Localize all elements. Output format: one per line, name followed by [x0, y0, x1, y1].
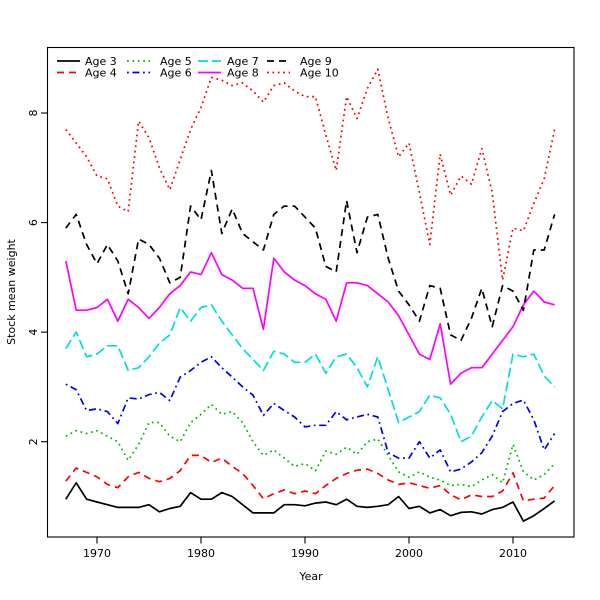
legend-item: Age 10	[267, 66, 339, 79]
y-axis-label: Stock mean weight	[5, 238, 18, 344]
legend-item: Age 8	[198, 66, 259, 79]
x-tick-label: 1970	[83, 547, 111, 560]
line-age-6	[65, 355, 556, 473]
line-age-3	[65, 481, 556, 522]
legend-label: Age 6	[160, 66, 192, 79]
legend-label: Age 9	[300, 55, 332, 68]
y-axis-ticks: 2 4 6 8	[27, 110, 48, 445]
legend-label: Age 8	[227, 66, 259, 79]
y-tick-label: 8	[27, 110, 40, 117]
legend-item: Age 5	[127, 55, 192, 68]
line-age-4	[65, 454, 556, 502]
line-age-9	[65, 169, 556, 342]
x-axis-label: Year	[298, 570, 323, 583]
legend-label: Age 5	[160, 55, 192, 68]
legend-item: Age 9	[267, 55, 332, 68]
y-tick-label: 4	[27, 329, 40, 336]
x-tick-label: 2000	[395, 547, 423, 560]
line-age-7	[65, 303, 556, 443]
legend-label: Age 10	[300, 66, 339, 79]
x-axis-ticks: 1970 1980 1990 2000 2010	[83, 537, 527, 560]
line-age-8	[64, 251, 555, 386]
legend-label: Age 3	[85, 55, 117, 68]
legend-item: Age 6	[127, 66, 192, 79]
legend-item: Age 7	[198, 55, 259, 68]
legend-label: Age 7	[227, 55, 259, 68]
legend-item: Age 4	[57, 66, 117, 79]
x-tick-label: 1980	[187, 547, 215, 560]
x-tick-label: 2010	[499, 547, 527, 560]
series-lines	[64, 68, 556, 522]
legend-item: Age 3	[57, 55, 117, 68]
x-tick-label: 1990	[291, 547, 319, 560]
plot-border	[46, 46, 575, 538]
y-tick-label: 6	[27, 219, 40, 226]
legend-label: Age 4	[85, 66, 117, 79]
y-tick-label: 2	[27, 438, 40, 445]
line-age-5	[65, 403, 556, 488]
